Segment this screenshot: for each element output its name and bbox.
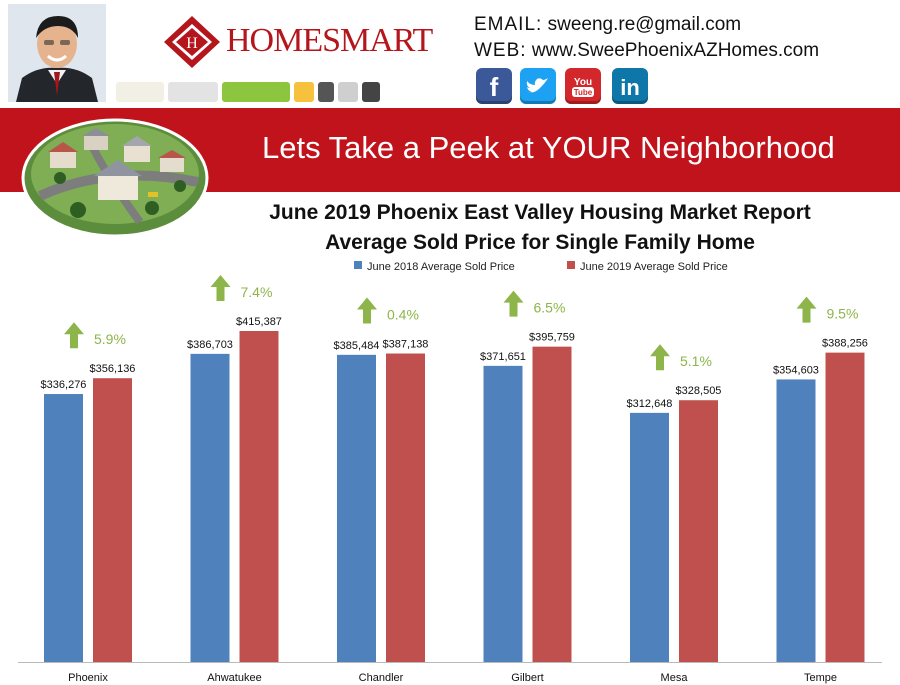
contact-info: EMAIL: sweeng.re@gmail.com WEB: www.Swee… bbox=[474, 12, 819, 64]
data-label-tempe-series-1: $354,603 bbox=[773, 364, 819, 376]
brand-name: HOMESMART bbox=[226, 22, 433, 59]
graduate-realtor-institute-badge bbox=[116, 82, 164, 102]
data-label-chandler-series-2: $387,138 bbox=[383, 339, 429, 351]
percent-change-mesa: 5.1% bbox=[680, 353, 712, 369]
banner-title: Lets Take a Peek at YOUR Neighborhood bbox=[262, 130, 835, 165]
realtor-badge bbox=[318, 82, 334, 102]
bar-gilbert-series-2 bbox=[532, 346, 572, 662]
mls-badge bbox=[338, 82, 358, 102]
banner: Lets Take a Peek at YOUR Neighborhood bbox=[0, 108, 900, 192]
abr-badge bbox=[168, 82, 218, 102]
header: H HOMESMART EMAIL: sweeng.re@gmail.com W… bbox=[0, 0, 900, 108]
x-tick-label-tempe: Tempe bbox=[804, 672, 837, 684]
bar-chandler-series-1 bbox=[337, 354, 376, 662]
legend-label-2: June 2019 Average Sold Price bbox=[580, 261, 728, 273]
data-label-mesa-series-1: $312,648 bbox=[627, 398, 673, 410]
facebook-icon[interactable]: f bbox=[476, 68, 512, 104]
data-label-gilbert-series-2: $395,759 bbox=[529, 332, 575, 344]
bar-tempe-series-1 bbox=[776, 379, 816, 662]
website-link[interactable]: www.SweePhoenixAZHomes.com bbox=[531, 40, 820, 61]
percent-change-ahwatukee: 7.4% bbox=[241, 284, 273, 300]
e-pro-badge bbox=[222, 82, 290, 102]
percent-change-chandler: 0.4% bbox=[387, 307, 419, 323]
youtube-icon[interactable]: You Tube bbox=[565, 68, 601, 104]
data-label-tempe-series-2: $388,256 bbox=[822, 338, 868, 350]
data-label-ahwatukee-series-2: $415,387 bbox=[236, 316, 282, 328]
web-label: WEB: bbox=[474, 40, 527, 61]
twitter-icon[interactable] bbox=[520, 68, 556, 104]
svg-text:You: You bbox=[574, 77, 592, 88]
homesmart-logo: H bbox=[162, 14, 362, 70]
bar-phoenix-series-1 bbox=[44, 394, 83, 662]
up-arrow-icon-gilbert bbox=[503, 290, 524, 317]
x-tick-label-chandler: Chandler bbox=[359, 672, 404, 684]
bar-chandler-series-2 bbox=[386, 353, 425, 662]
email-link[interactable]: sweeng.re@gmail.com bbox=[547, 14, 742, 35]
data-label-chandler-series-1: $385,484 bbox=[334, 340, 380, 352]
svg-text:Tube: Tube bbox=[574, 88, 593, 97]
x-tick-label-ahwatukee: Ahwatukee bbox=[207, 672, 261, 684]
x-tick-label-gilbert: Gilbert bbox=[511, 672, 543, 684]
legend-swatch-1 bbox=[354, 261, 362, 269]
legend-swatch-2 bbox=[567, 261, 575, 269]
x-tick-label-mesa: Mesa bbox=[661, 672, 689, 684]
svg-text:f: f bbox=[490, 72, 499, 102]
seniors-real-estate-specialist-badge bbox=[294, 82, 314, 102]
certification-badges bbox=[116, 80, 396, 104]
x-tick-label-phoenix: Phoenix bbox=[68, 672, 108, 684]
bar-mesa-series-2 bbox=[679, 400, 718, 662]
percent-change-tempe: 9.5% bbox=[827, 306, 859, 322]
up-arrow-icon-phoenix bbox=[64, 322, 84, 349]
bar-mesa-series-1 bbox=[630, 412, 669, 662]
percent-change-gilbert: 6.5% bbox=[534, 300, 566, 316]
svg-text:in: in bbox=[620, 75, 640, 100]
email-label: EMAIL: bbox=[474, 14, 543, 35]
data-label-ahwatukee-series-1: $386,703 bbox=[187, 339, 233, 351]
linkedin-icon[interactable]: in bbox=[612, 68, 648, 104]
agent-photo bbox=[8, 4, 106, 102]
svg-text:H: H bbox=[186, 35, 198, 52]
bar-ahwatukee-series-2 bbox=[239, 331, 279, 662]
up-arrow-icon-mesa bbox=[650, 344, 670, 371]
data-label-phoenix-series-2: $356,136 bbox=[90, 363, 136, 375]
chart-subtitle: Average Sold Price for Single Family Hom… bbox=[325, 231, 755, 254]
neighborhood-illustration bbox=[20, 112, 210, 240]
percent-change-phoenix: 5.9% bbox=[94, 331, 126, 347]
equal-housing-opportunity-badge bbox=[362, 82, 380, 102]
chart-title: June 2019 Phoenix East Valley Housing Ma… bbox=[269, 201, 811, 224]
legend-label-1: June 2018 Average Sold Price bbox=[367, 261, 515, 273]
up-arrow-icon-chandler bbox=[357, 297, 377, 324]
bar-phoenix-series-2 bbox=[93, 378, 132, 662]
bar-tempe-series-2 bbox=[825, 352, 865, 662]
bar-gilbert-series-1 bbox=[483, 365, 523, 662]
up-arrow-icon-ahwatukee bbox=[210, 275, 231, 301]
data-label-gilbert-series-1: $371,651 bbox=[480, 351, 526, 363]
data-label-phoenix-series-1: $336,276 bbox=[41, 379, 87, 391]
bar-ahwatukee-series-1 bbox=[190, 353, 230, 662]
data-label-mesa-series-2: $328,505 bbox=[676, 385, 722, 397]
up-arrow-icon-tempe bbox=[796, 296, 817, 323]
